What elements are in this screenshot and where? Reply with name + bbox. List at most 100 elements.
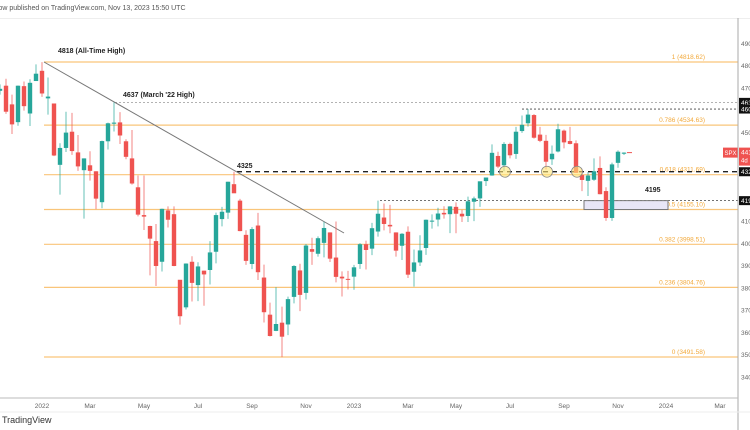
axis-box-4637-label: 4637: [741, 100, 750, 107]
candle-body: [537, 134, 543, 141]
candle-body: [357, 244, 363, 264]
candle-body: [321, 227, 327, 243]
ath-label: 4818 (All-Time High): [58, 48, 125, 55]
candle-body: [495, 155, 501, 167]
candle-body: [117, 122, 123, 136]
time-tick-label: 2022: [35, 403, 50, 410]
time-tick-label: Mar: [402, 403, 414, 410]
time-tick-label: Nov: [612, 403, 624, 410]
candle: [45, 77, 51, 115]
candle: [261, 264, 267, 323]
candle: [321, 221, 327, 258]
price-tick-label: 3900: [741, 263, 750, 270]
candle-body: [201, 270, 207, 275]
candle: [39, 62, 45, 97]
candle-body: [147, 225, 153, 239]
candle-body: [591, 171, 597, 180]
candle: [159, 208, 165, 272]
candle-body: [477, 181, 483, 199]
bar-countdown-label: 4d: [741, 159, 748, 165]
candle-body: [603, 191, 609, 218]
candle-body: [297, 270, 303, 295]
candle: [177, 279, 183, 325]
candle: [585, 171, 591, 196]
candle-body: [129, 158, 135, 184]
candle-body: [69, 131, 75, 152]
candle: [495, 151, 501, 169]
candle: [507, 142, 513, 159]
candle: [195, 262, 201, 302]
candle-body: [87, 165, 93, 171]
candle: [351, 264, 357, 290]
candle: [393, 232, 399, 257]
candle-body: [549, 153, 555, 160]
candle-body: [609, 164, 615, 218]
candle: [3, 78, 9, 114]
time-tick-label: Sep: [246, 403, 258, 410]
candle: [15, 85, 21, 126]
candle: [423, 219, 429, 255]
candle: [225, 181, 231, 219]
candle: [57, 143, 63, 195]
candle: [561, 129, 567, 149]
candle-body: [159, 208, 165, 262]
price-tick-label: 3700: [741, 308, 750, 315]
candle: [243, 230, 249, 265]
candle-body: [39, 70, 45, 94]
symbol-tag-label: SPX: [724, 151, 736, 157]
candle: [369, 222, 375, 256]
candle-body: [387, 224, 393, 227]
candle: [615, 150, 621, 168]
candle: [459, 209, 465, 222]
price-tick-label: 4900: [741, 41, 750, 48]
candle: [591, 158, 597, 181]
last-price-label: 4411: [741, 150, 750, 157]
candle: [171, 206, 177, 267]
candle-body: [417, 250, 423, 263]
candle: [417, 235, 423, 266]
candle-body: [291, 265, 297, 297]
candle: [375, 200, 381, 237]
candle: [525, 109, 531, 127]
candle: [165, 206, 171, 228]
candle-body: [21, 86, 27, 107]
price-tick-label: 3400: [741, 374, 750, 381]
candle: [207, 241, 213, 285]
candle-body: [333, 257, 339, 277]
candle: [435, 207, 441, 227]
candle-body: [573, 143, 579, 173]
candle: [99, 140, 105, 209]
candle-body: [363, 244, 369, 250]
price-tick-label: 4800: [741, 63, 750, 70]
price-tick-label: 3800: [741, 285, 750, 292]
candle: [465, 196, 471, 222]
candle-body: [561, 130, 567, 143]
candle-body: [405, 231, 411, 275]
candle: [135, 175, 141, 217]
candle-body: [471, 198, 477, 202]
candle-body: [183, 263, 189, 308]
candle: [273, 287, 279, 332]
candle: [543, 134, 549, 170]
candle: [297, 263, 303, 312]
candle: [105, 122, 111, 150]
price-tick-label: 3500: [741, 352, 750, 359]
candle: [483, 177, 489, 186]
candle-body: [273, 324, 279, 331]
candle: [513, 126, 519, 159]
candle-body: [249, 229, 255, 264]
candle-body: [435, 213, 441, 220]
support-test-circle: [571, 165, 583, 178]
candle: [603, 187, 609, 221]
candle-body: [519, 124, 525, 132]
axis-box-4195: [739, 196, 750, 206]
candle-body: [375, 213, 381, 232]
candle: [255, 212, 261, 280]
candle: [609, 162, 615, 221]
price-tick-label: 4500: [741, 130, 750, 137]
candle-body: [483, 177, 489, 182]
candle-body: [489, 152, 495, 176]
candle-body: [339, 276, 345, 279]
candle: [123, 139, 129, 160]
